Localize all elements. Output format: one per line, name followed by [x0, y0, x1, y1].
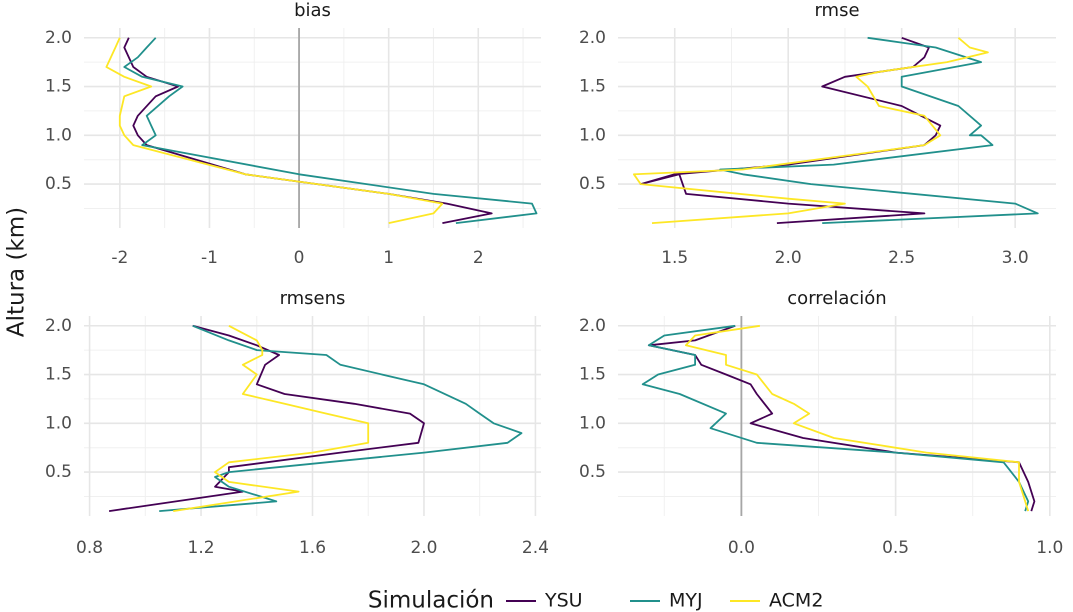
x-tick-label: 1.2 [188, 538, 215, 558]
y-tick-label: 0.5 [45, 174, 72, 194]
x-tick-label: 0.8 [76, 538, 103, 558]
legend-label-ysu: YSU [544, 590, 583, 612]
x-tick-label: 0.5 [882, 538, 909, 558]
y-tick-label: 0.5 [579, 462, 606, 482]
legend-label-acm2: ACM2 [769, 590, 823, 612]
y-tick-label: 1.5 [45, 365, 72, 385]
x-tick-label: 3.0 [1002, 248, 1029, 268]
panel-title: rmse [814, 0, 859, 21]
x-tick-label: 1.0 [1036, 538, 1063, 558]
x-tick-label: 1.6 [299, 538, 326, 558]
x-tick-label: 0.0 [728, 538, 755, 558]
x-tick-label: 2.0 [410, 538, 437, 558]
panel-3: rmsens 0.5 1.0 1.5 2.0 0.8 1.2 1.6 2.0 2.4 [45, 288, 549, 558]
x-tick-label: -1 [201, 248, 218, 268]
series-line-acm2 [105, 37, 444, 224]
panel-4: correlación 0.5 1.0 1.5 2.0 0.0 0.5 1.0 [579, 288, 1063, 558]
y-axis-title: Altura (km) [4, 207, 30, 337]
y-tick-label: 2.0 [579, 316, 606, 336]
y-tick-label: 2.0 [579, 28, 606, 48]
y-tick-label: 2.0 [45, 28, 72, 48]
x-tick-label: -2 [111, 248, 128, 268]
series-line-myj [641, 324, 1030, 512]
x-tick-label: 2 [473, 248, 484, 268]
panel-title: correlación [787, 288, 886, 309]
y-tick-label: 1.0 [45, 413, 72, 433]
legend-label-myj: MYJ [669, 590, 703, 612]
x-tick-label: 1 [383, 248, 394, 268]
series-line-acm2 [173, 325, 370, 512]
panel-title: rmsens [280, 288, 346, 309]
y-tick-label: 0.5 [579, 174, 606, 194]
x-tick-label: 2.4 [522, 538, 549, 558]
legend-title: Simulación [368, 588, 494, 612]
series-line-myj [719, 36, 1039, 224]
y-tick-label: 1.0 [579, 413, 606, 433]
x-tick-label: 0 [294, 248, 305, 268]
series-line-ysu [647, 324, 1036, 512]
y-tick-label: 1.0 [579, 125, 606, 145]
y-tick-label: 1.0 [45, 125, 72, 145]
panel-1: bias 0.5 1.0 1.5 2.0 -2 -1 0 1 2 [45, 0, 541, 268]
series-line-ysu [108, 324, 425, 512]
y-tick-label: 1.5 [45, 77, 72, 97]
y-tick-label: 1.5 [579, 77, 606, 97]
panel-2: rmse 0.5 1.0 1.5 2.0 1.5 2.0 2.5 3.0 [579, 0, 1056, 268]
x-tick-label: 1.5 [661, 248, 688, 268]
series-line-acm2 [685, 324, 1030, 512]
series-line-ysu [123, 37, 493, 224]
series-line-myj [159, 324, 523, 512]
series-line-ysu [639, 36, 942, 224]
x-tick-label: 2.5 [888, 248, 915, 268]
y-tick-label: 1.5 [579, 365, 606, 385]
y-tick-label: 2.0 [45, 316, 72, 336]
y-tick-label: 0.5 [45, 462, 72, 482]
series-line-acm2 [633, 37, 989, 224]
legend: Simulación YSU MYJ ACM2 [368, 588, 824, 612]
series-line-myj [123, 37, 538, 224]
panel-title: bias [294, 0, 331, 21]
x-tick-label: 2.0 [775, 248, 802, 268]
